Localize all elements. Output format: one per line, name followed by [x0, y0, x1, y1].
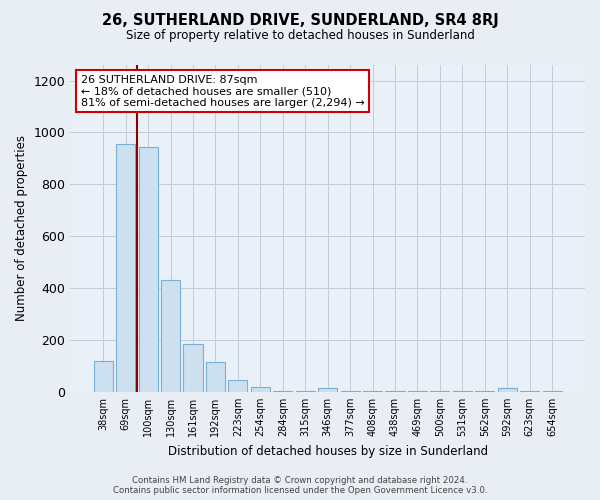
- Text: Contains HM Land Registry data © Crown copyright and database right 2024.
Contai: Contains HM Land Registry data © Crown c…: [113, 476, 487, 495]
- Bar: [296, 391, 315, 392]
- Text: 26 SUTHERLAND DRIVE: 87sqm
← 18% of detached houses are smaller (510)
81% of sem: 26 SUTHERLAND DRIVE: 87sqm ← 18% of deta…: [80, 75, 364, 108]
- Bar: [497, 388, 517, 392]
- X-axis label: Distribution of detached houses by size in Sunderland: Distribution of detached houses by size …: [167, 444, 488, 458]
- Bar: [184, 344, 203, 392]
- Bar: [206, 362, 225, 392]
- Bar: [251, 388, 270, 392]
- Text: 26, SUTHERLAND DRIVE, SUNDERLAND, SR4 8RJ: 26, SUTHERLAND DRIVE, SUNDERLAND, SR4 8R…: [101, 12, 499, 28]
- Bar: [229, 380, 247, 392]
- Bar: [341, 391, 359, 392]
- Bar: [116, 144, 135, 392]
- Bar: [94, 361, 113, 392]
- Bar: [139, 146, 158, 392]
- Bar: [273, 390, 292, 392]
- Y-axis label: Number of detached properties: Number of detached properties: [15, 136, 28, 322]
- Bar: [363, 391, 382, 392]
- Bar: [318, 388, 337, 392]
- Bar: [161, 280, 180, 392]
- Text: Size of property relative to detached houses in Sunderland: Size of property relative to detached ho…: [125, 29, 475, 42]
